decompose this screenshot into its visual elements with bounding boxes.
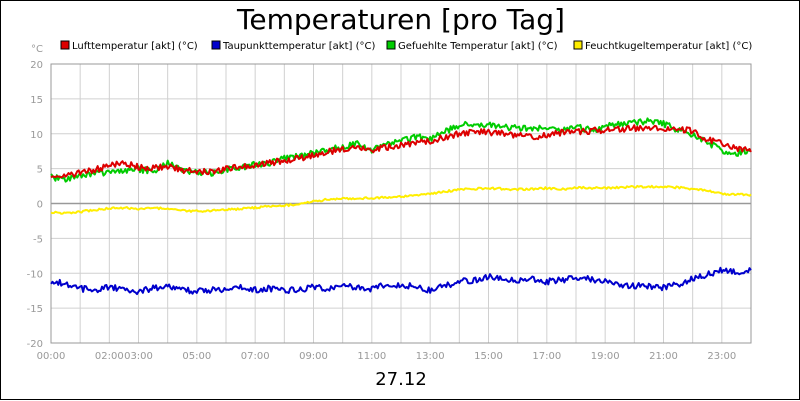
x-axis-date-label: 27.12 — [375, 369, 427, 390]
y-tick-label: -20 — [27, 339, 43, 350]
x-tick-label: 11:00 — [357, 351, 386, 362]
y-tick-label: 0 — [37, 200, 43, 211]
legend-swatch — [60, 40, 70, 50]
x-tick-label: 00:00 — [37, 351, 66, 362]
plot-border — [50, 63, 752, 344]
x-tick-label: 07:00 — [241, 351, 270, 362]
y-tick-label: 5 — [37, 165, 43, 176]
x-tick-label: 02:00 — [95, 351, 124, 362]
legend-label: Feuchtkugeltemperatur [akt] (°C) — [585, 41, 752, 52]
x-tick-label: 15:00 — [474, 351, 503, 362]
y-tick-label: 10 — [30, 130, 43, 141]
x-tick-label: 13:00 — [416, 351, 445, 362]
y-tick-label: -15 — [27, 304, 43, 315]
legend: Lufttemperatur [akt] (°C) Taupunkttempera… — [60, 40, 752, 52]
y-tick-label: 20 — [30, 60, 43, 71]
y-tick-label: -10 — [27, 269, 43, 280]
x-tick-label: 17:00 — [532, 351, 561, 362]
legend-swatch — [211, 40, 221, 50]
legend-swatch — [573, 40, 583, 50]
x-tick-label: 05:00 — [182, 351, 211, 362]
x-tick-label: 19:00 — [591, 351, 620, 362]
series-line — [50, 124, 752, 179]
legend-label: Gefuehlte Temperatur [akt] (°C) — [398, 41, 558, 52]
x-tick-label: 09:00 — [299, 351, 328, 362]
x-tick-label: 21:00 — [649, 351, 678, 362]
x-tick-label: 03:00 — [124, 351, 153, 362]
x-tick-label: 23:00 — [707, 351, 736, 362]
series-line — [50, 184, 752, 215]
series-line — [50, 266, 752, 296]
y-tick-label: 15 — [30, 95, 43, 106]
y-axis-unit: °C — [31, 44, 43, 55]
legend-label: Lufttemperatur [akt] (°C) — [72, 41, 198, 52]
chart-title: Temperaturen [pro Tag] — [236, 3, 565, 36]
legend-swatch — [386, 40, 396, 50]
y-tick-label: -5 — [33, 234, 43, 245]
legend-label: Taupunkttemperatur [akt] (°C) — [222, 41, 375, 52]
